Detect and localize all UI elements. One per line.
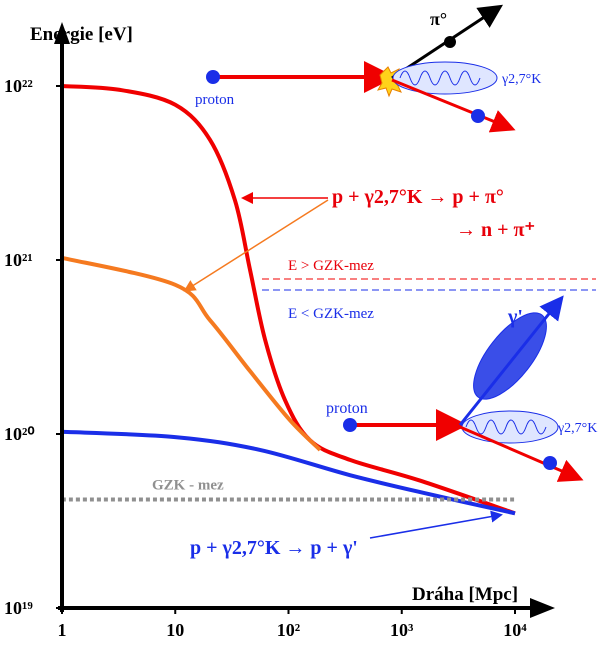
x-axis-label: Dráha [Mpc] <box>412 584 518 605</box>
annotation: p + γ2,7°K → p + π° <box>332 186 504 208</box>
photon <box>392 61 498 95</box>
annotation: E < GZK-mez <box>288 306 374 322</box>
curve <box>61 429 516 516</box>
arrow <box>459 425 584 482</box>
arrow <box>391 78 516 133</box>
arrow <box>183 199 329 292</box>
annotation: proton <box>326 400 368 417</box>
arrow <box>369 510 503 539</box>
collision <box>376 66 407 98</box>
x-tick-label: 10 <box>166 620 184 640</box>
y-axis-arrow <box>54 22 70 44</box>
annotation: π° <box>430 9 447 29</box>
x-tick-label: 10⁴ <box>503 620 527 640</box>
particle <box>206 70 220 84</box>
x-tick-label: 10³ <box>390 620 414 640</box>
annotation: proton <box>195 92 235 108</box>
wave <box>399 70 481 86</box>
annotation: γ' <box>507 306 523 328</box>
y-tick-label: 10²² <box>4 76 33 96</box>
y-tick-label: 10²⁰ <box>4 424 35 444</box>
x-tick-label: 1 <box>58 620 67 640</box>
x-axis-arrow <box>530 598 555 618</box>
curve <box>61 255 322 452</box>
y-axis-label: Energie [eV] <box>30 24 133 45</box>
wave <box>465 419 547 435</box>
particle <box>471 109 485 123</box>
series-label: GZK - mez <box>152 478 224 494</box>
annotation: γ2,7°K <box>501 72 541 87</box>
annotation: E > GZK-mez <box>288 258 374 274</box>
x-tick-label: 10² <box>277 620 300 640</box>
curve <box>61 84 516 516</box>
y-tick-label: 10²¹ <box>4 250 33 270</box>
plot-area: 1 10 10² 10³ 10⁴ 10¹⁹ 10²⁰ 10²¹ 10²² GZK - mez <box>4 76 527 640</box>
annotation: γ2,7°K <box>557 421 597 436</box>
annotation: p + γ2,7°K → p + γ' <box>190 537 358 559</box>
particle <box>343 418 357 432</box>
particle <box>444 36 456 48</box>
particle <box>543 456 557 470</box>
annotation: → n + π⁺ <box>456 219 535 241</box>
arrow <box>458 295 564 426</box>
y-tick-label: 10¹⁹ <box>4 598 33 618</box>
